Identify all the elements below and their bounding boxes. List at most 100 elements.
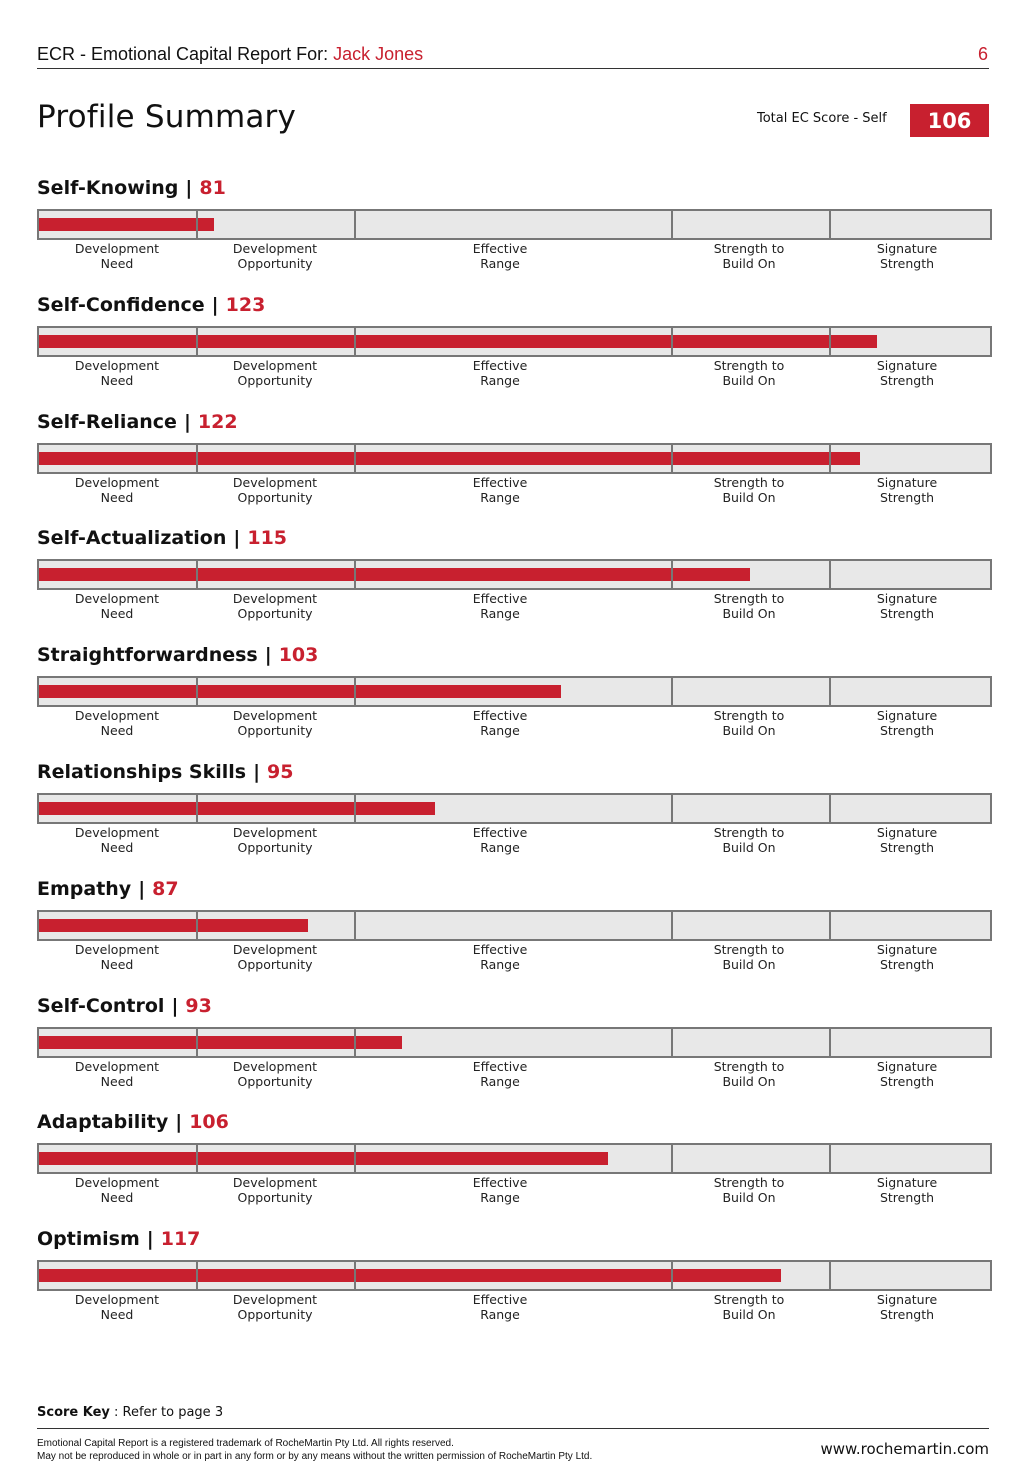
- band-label: Signature Strength: [832, 942, 982, 972]
- band-label: Development Need: [42, 942, 192, 972]
- score-bar: [39, 919, 308, 932]
- scale-row: Empathy | 87 Development Need Development Oppo…: [37, 878, 992, 978]
- band-label-line-1: Development: [74, 475, 160, 490]
- band-divider: [671, 328, 673, 355]
- scale-title: Optimism | 117: [37, 1228, 200, 1250]
- band-divider: [829, 1145, 831, 1172]
- band-label-line-2: Build On: [722, 1190, 776, 1205]
- band-label: Strength to Build On: [674, 825, 824, 855]
- band-divider: [354, 1145, 356, 1172]
- band-label-line-1: Strength to: [713, 358, 785, 373]
- page-header: ECR - Emotional Capital Report For: Jack…: [37, 42, 989, 69]
- score-track: [37, 1027, 992, 1058]
- scale-score: 103: [278, 644, 319, 666]
- scale-name: Self-Actualization: [37, 527, 227, 549]
- band-label-line-2: Opportunity: [237, 957, 313, 972]
- band-label-line-2: Build On: [722, 373, 776, 388]
- band-divider: [829, 211, 831, 238]
- band-label-line-2: Range: [480, 490, 520, 505]
- band-label: Effective Range: [425, 358, 575, 388]
- score-track: [37, 443, 992, 474]
- band-label-line-1: Effective: [472, 708, 528, 723]
- band-label-line-1: Effective: [472, 825, 528, 840]
- band-label: Signature Strength: [832, 591, 982, 621]
- scale-row: Adaptability | 106 Development Need Developme…: [37, 1111, 992, 1211]
- band-label: Effective Range: [425, 1175, 575, 1205]
- scale-title: Relationships Skills | 95: [37, 761, 293, 783]
- band-divider: [671, 445, 673, 472]
- scale-title: Self-Control | 93: [37, 995, 212, 1017]
- scale-name: Self-Knowing: [37, 177, 179, 199]
- scale-name: Relationships Skills: [37, 761, 247, 783]
- band-label-line-2: Need: [100, 840, 134, 855]
- score-track: [37, 793, 992, 824]
- band-label-line-1: Development: [74, 1059, 160, 1074]
- band-label: Strength to Build On: [674, 475, 824, 505]
- band-label-line-2: Range: [480, 1190, 520, 1205]
- scale-row: Self-Control | 93 Development Need Developmen…: [37, 995, 992, 1095]
- band-label: Effective Range: [425, 241, 575, 271]
- band-label-line-2: Strength: [879, 957, 935, 972]
- band-label: Development Opportunity: [200, 1059, 350, 1089]
- band-divider: [354, 328, 356, 355]
- band-label: Development Need: [42, 1175, 192, 1205]
- band-divider: [671, 561, 673, 588]
- band-label: Effective Range: [425, 825, 575, 855]
- band-label-line-1: Development: [74, 1292, 160, 1307]
- footer-legal: Emotional Capital Report is a registered…: [37, 1437, 592, 1463]
- band-label-line-1: Strength to: [713, 1292, 785, 1307]
- band-label-line-2: Build On: [722, 1074, 776, 1089]
- band-divider: [829, 795, 831, 822]
- band-label-line-1: Signature: [876, 708, 938, 723]
- band-label: Signature Strength: [832, 358, 982, 388]
- band-label-line-2: Build On: [722, 1307, 776, 1322]
- total-score-label: Total EC Score - Self: [757, 111, 887, 126]
- band-label-line-1: Strength to: [713, 708, 785, 723]
- scale-score: 87: [152, 878, 179, 900]
- band-label-line-2: Build On: [722, 490, 776, 505]
- band-divider: [354, 445, 356, 472]
- band-divider: [354, 912, 356, 939]
- score-track: [37, 1260, 992, 1291]
- score-bar: [39, 335, 877, 348]
- band-label: Signature Strength: [832, 1175, 982, 1205]
- band-label-line-1: Signature: [876, 825, 938, 840]
- band-divider: [196, 795, 198, 822]
- scale-separator: |: [146, 1228, 154, 1250]
- band-divider: [829, 328, 831, 355]
- score-track: [37, 559, 992, 590]
- band-label-line-1: Development: [74, 708, 160, 723]
- scale-row: Straightforwardness | 103 Development Need De…: [37, 644, 992, 744]
- scale-name: Self-Control: [37, 995, 165, 1017]
- band-label: Development Need: [42, 591, 192, 621]
- band-label-line-1: Development: [74, 825, 160, 840]
- scale-row: Relationships Skills | 95 Development Need De…: [37, 761, 992, 861]
- band-divider: [196, 211, 198, 238]
- band-label-line-2: Build On: [722, 606, 776, 621]
- band-label-line-1: Effective: [472, 241, 528, 256]
- band-label-line-2: Need: [100, 1190, 134, 1205]
- band-label-line-1: Development: [232, 475, 318, 490]
- band-label-line-2: Strength: [879, 1074, 935, 1089]
- band-label-line-2: Range: [480, 840, 520, 855]
- band-label-line-1: Signature: [876, 1292, 938, 1307]
- band-label: Development Opportunity: [200, 591, 350, 621]
- band-label-line-1: Effective: [472, 358, 528, 373]
- score-track: [37, 209, 992, 240]
- band-divider: [829, 912, 831, 939]
- band-label: Strength to Build On: [674, 708, 824, 738]
- scale-row: Self-Reliance | 122 Development Need Developm…: [37, 411, 992, 511]
- band-label-line-2: Build On: [722, 723, 776, 738]
- band-label-line-1: Effective: [472, 942, 528, 957]
- scale-title: Self-Reliance | 122: [37, 411, 238, 433]
- band-divider: [829, 1029, 831, 1056]
- website-link[interactable]: www.rochemartin.com: [820, 1440, 989, 1458]
- scale-separator: |: [233, 527, 241, 549]
- band-divider: [354, 795, 356, 822]
- page-number: 6: [977, 44, 988, 64]
- band-label: Signature Strength: [832, 1059, 982, 1089]
- band-label-line-1: Signature: [876, 1059, 938, 1074]
- band-divider: [671, 678, 673, 705]
- band-label-line-2: Opportunity: [237, 1190, 313, 1205]
- score-bar: [39, 685, 561, 698]
